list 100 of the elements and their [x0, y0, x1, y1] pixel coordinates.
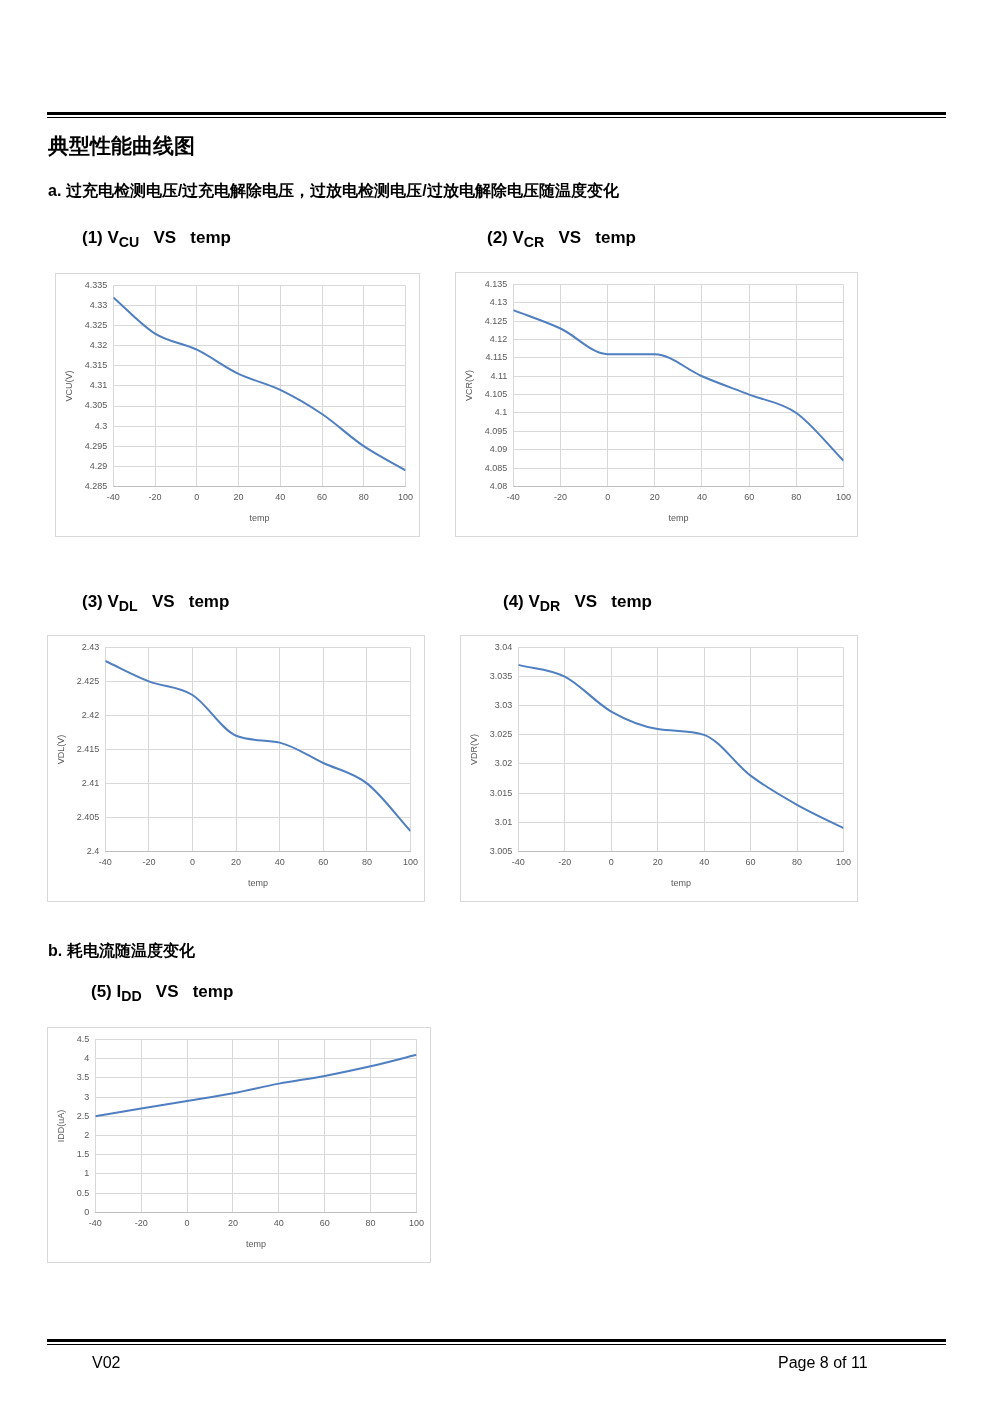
x-tick-label: 80 [361, 857, 372, 868]
y-tick-label: 4.08 [489, 480, 508, 491]
y-tick-label: 4.095 [484, 425, 508, 436]
x-tick-label: 40 [699, 857, 710, 868]
y-tick-label: 4.135 [484, 278, 508, 289]
y-axis-title: VCR(V) [463, 369, 474, 401]
x-axis-title: temp [668, 513, 689, 524]
x-tick-label: 0 [605, 492, 611, 503]
y-tick-label: 2 [84, 1130, 90, 1140]
y-tick-label: 3.01 [494, 816, 513, 827]
x-tick-label: -20 [148, 492, 162, 503]
y-tick-label: 2.405 [76, 811, 100, 822]
x-tick-label: -40 [106, 492, 120, 503]
y-tick-label: 4.12 [489, 333, 508, 344]
x-tick-label: 60 [317, 492, 328, 503]
x-tick-label: 60 [318, 857, 329, 868]
y-axis-title: VDR(V) [468, 733, 479, 765]
y-tick-label: 4.085 [484, 462, 508, 473]
y-tick-label: 4.315 [84, 360, 108, 371]
y-tick-label: 4.115 [485, 352, 508, 363]
y-tick-label: 4.1 [494, 407, 508, 418]
y-tick-label: 4.29 [89, 460, 108, 471]
x-axis-title: temp [245, 1239, 266, 1250]
y-tick-label: 3.015 [489, 787, 513, 798]
x-tick-label: -20 [558, 857, 572, 868]
x-tick-label: 80 [358, 492, 369, 503]
x-axis-title: temp [670, 878, 691, 889]
x-tick-label: 0 [184, 1218, 190, 1229]
y-tick-label: 3.03 [494, 700, 513, 711]
line-series [105, 660, 411, 832]
y-tick-label: 3.04 [494, 641, 513, 652]
x-tick-label: 20 [231, 857, 242, 868]
y-tick-label: 4.33 [89, 299, 108, 310]
x-axis-title: temp [249, 513, 270, 524]
x-tick-label: 20 [649, 492, 660, 503]
y-tick-label: 3.02 [494, 758, 513, 769]
x-tick-label: -40 [506, 492, 520, 503]
y-tick-label: 0 [84, 1206, 90, 1217]
x-tick-label: 40 [273, 1218, 284, 1229]
line-series [113, 296, 406, 472]
x-tick-label: 20 [233, 492, 244, 503]
y-tick-label: 3.5 [76, 1072, 90, 1083]
x-tick-label: 0 [194, 492, 200, 503]
y-tick-label: 3 [84, 1091, 90, 1102]
y-tick-label: 4.31 [89, 380, 108, 391]
y-tick-label: 1.5 [76, 1149, 90, 1160]
x-tick-label: -20 [142, 857, 156, 868]
y-axis-title: IDD(uA) [55, 1109, 66, 1143]
x-tick-label: 0 [608, 857, 614, 868]
y-tick-label: 1 [84, 1168, 90, 1179]
line-series [95, 1053, 417, 1118]
x-tick-label: 40 [274, 857, 285, 868]
x-tick-label: 100 [397, 492, 414, 503]
text: Page 8 of 11 [778, 1354, 868, 1372]
x-tick-label: 100 [408, 1218, 425, 1229]
chart-title: (3) V$_{DL}$ VS temp [82, 592, 230, 615]
y-tick-label: 2.41 [81, 777, 100, 788]
y-tick-label: 3.025 [489, 729, 513, 740]
x-tick-label: 100 [835, 492, 852, 503]
y-tick-label: 4.32 [89, 340, 108, 351]
x-tick-label: 60 [745, 857, 756, 868]
y-tick-label: 4.325 [84, 320, 108, 331]
x-tick-label: 20 [652, 857, 663, 868]
text: a. 过充电检测电压/过充电解除电压，过放电检测电压/过放电解除电压随温度变化 [48, 181, 619, 201]
line-series [518, 663, 844, 830]
y-tick-label: 3.035 [489, 671, 513, 682]
y-tick-label: 4.305 [84, 400, 108, 411]
x-tick-label: 40 [275, 492, 286, 503]
y-tick-label: 4.5 [76, 1033, 90, 1044]
y-tick-label: 4.295 [84, 440, 108, 451]
text: 典型性能曲线图 [48, 132, 195, 160]
y-tick-label: 2.5 [76, 1110, 90, 1121]
x-tick-label: -40 [98, 857, 112, 868]
chart-title: (4) V$_{DR}$ VS temp [503, 592, 652, 615]
text: V02 [92, 1354, 121, 1372]
y-tick-label: 4 [84, 1053, 90, 1064]
y-tick-label: 3.005 [489, 845, 513, 856]
y-tick-label: 2.43 [81, 641, 100, 652]
x-tick-label: -20 [134, 1218, 148, 1229]
chart-title: (1) V$_{CU}$ VS temp [82, 228, 231, 251]
y-tick-label: 4.3 [94, 420, 108, 431]
x-tick-label: -20 [553, 492, 567, 503]
x-tick-label: 0 [190, 857, 196, 868]
x-tick-label: 100 [835, 857, 852, 868]
x-tick-label: -40 [88, 1218, 102, 1229]
x-tick-label: 80 [791, 492, 802, 503]
x-tick-label: 80 [792, 857, 803, 868]
chart-title: (2) V$_{CR}$ VS temp [487, 228, 636, 251]
line-series [513, 309, 844, 462]
x-tick-label: 60 [319, 1218, 330, 1229]
x-tick-label: 20 [227, 1218, 238, 1229]
y-tick-label: 4.285 [84, 480, 108, 491]
y-tick-label: 4.105 [484, 389, 508, 400]
chart-title: (5) I$_{DD}$ VS temp [91, 982, 234, 1005]
y-tick-label: 2.415 [76, 743, 100, 754]
y-tick-label: 0.5 [76, 1187, 90, 1198]
y-axis-title: VCU(V) [63, 370, 74, 402]
x-tick-label: -40 [511, 857, 525, 868]
y-tick-label: 4.125 [484, 315, 508, 326]
x-tick-label: 80 [365, 1218, 376, 1229]
